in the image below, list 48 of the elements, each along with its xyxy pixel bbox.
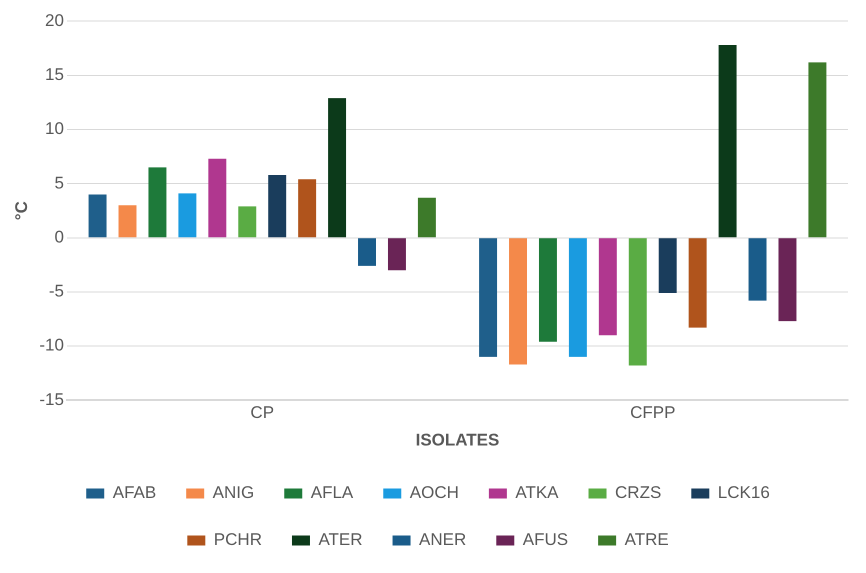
legend-label: AOCH — [410, 483, 459, 502]
bar — [658, 238, 677, 293]
bar — [479, 238, 498, 357]
bar — [718, 45, 737, 238]
bar — [208, 158, 226, 238]
y-axis-title: °C — [12, 201, 31, 220]
bar — [598, 238, 617, 336]
y-tick-label: 15 — [45, 65, 64, 84]
bar — [509, 238, 527, 364]
legend-label: AFUS — [522, 530, 568, 550]
bar — [778, 238, 796, 322]
y-tick-label: -5 — [48, 282, 64, 301]
legend-label: PCHR — [214, 530, 262, 550]
y-tick-label: 0 — [54, 227, 64, 246]
x-axis-title: ISOLATES — [416, 430, 500, 450]
legend-label: ANIG — [212, 483, 254, 502]
bar — [328, 98, 346, 238]
x-tick-label: CFPP — [630, 403, 676, 422]
x-tick-label: CP — [250, 403, 274, 422]
legend-label: ATKA — [515, 483, 560, 502]
bar — [538, 238, 557, 342]
y-tick-label: 20 — [45, 10, 64, 30]
bar — [178, 193, 196, 238]
bar — [238, 206, 256, 238]
legend-label: ATER — [318, 530, 363, 550]
bar — [808, 62, 826, 238]
legend-label: AFLA — [310, 483, 354, 502]
legend-label: LCK16 — [718, 483, 770, 502]
bar — [268, 174, 286, 238]
bar — [568, 238, 587, 357]
legend-label: AFAB — [112, 483, 156, 502]
bar — [688, 238, 707, 328]
bar — [748, 238, 767, 301]
bar — [418, 198, 436, 238]
y-tick-label: -10 — [39, 336, 64, 355]
bar — [358, 238, 376, 266]
legend-label: CRZS — [615, 483, 662, 502]
y-tick-label: 5 — [54, 173, 64, 192]
legend-label: ANER — [419, 530, 466, 550]
bar — [388, 238, 406, 270]
bar — [118, 205, 136, 238]
y-tick-label: -15 — [39, 390, 64, 409]
bar — [88, 194, 107, 238]
y-tick-label: 10 — [45, 119, 64, 138]
legend-label: ATRE — [624, 530, 669, 550]
bar — [628, 238, 647, 366]
bar — [298, 179, 316, 238]
bar — [148, 167, 166, 238]
